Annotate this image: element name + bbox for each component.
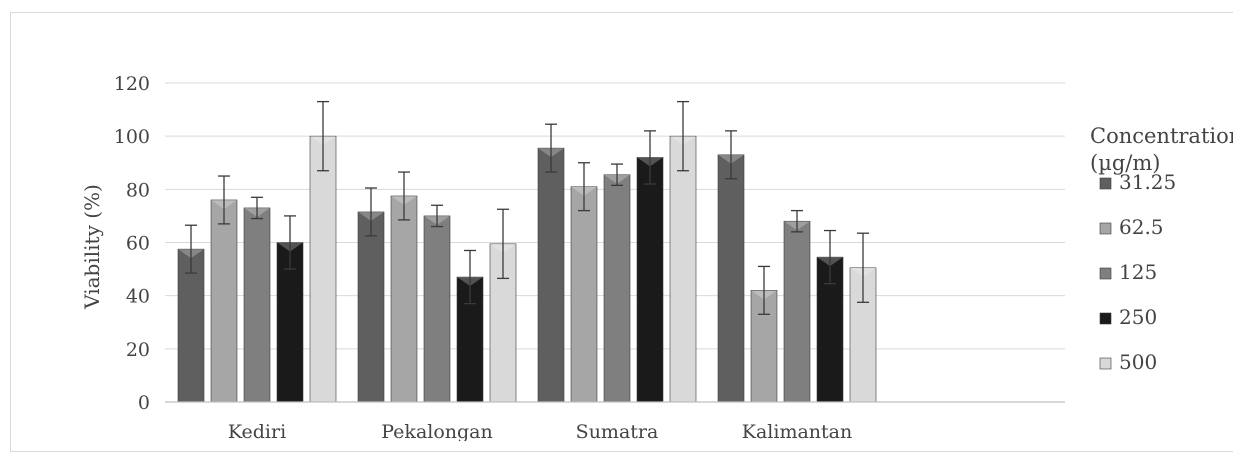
y-tick-label: 0 (138, 392, 150, 414)
bar (423, 215, 451, 403)
legend-swatch (1099, 222, 1112, 235)
legend-swatch (1099, 357, 1112, 370)
bar (537, 147, 565, 403)
bar (309, 135, 337, 403)
legend-swatch (1099, 177, 1112, 190)
y-tick-label: 80 (126, 179, 150, 201)
bar (603, 174, 631, 403)
legend-label: 62.5 (1119, 215, 1164, 239)
y-tick-label: 120 (114, 73, 150, 95)
bars (177, 135, 877, 403)
x-tick-label: Kediri (228, 421, 286, 441)
axes: 0 20 40 60 80 100 120 Viability (%) Kediri Pekalo… (80, 73, 1065, 441)
bar (636, 157, 664, 403)
bar-chart: 0 20 40 60 80 100 120 Viability (%) Kediri Pekalo… (80, 73, 1233, 441)
x-tick-label: Kalimantan (742, 421, 852, 441)
y-tick-label: 60 (126, 233, 150, 255)
x-tick-label: Sumatra (576, 421, 659, 441)
bar (390, 195, 418, 403)
legend-swatch (1099, 312, 1112, 325)
x-tick-label: Pekalongan (381, 421, 493, 441)
bar (783, 220, 811, 403)
y-tick-label: 20 (126, 339, 150, 361)
legend-label: 250 (1119, 305, 1157, 329)
bar (570, 186, 598, 403)
legend-title: (µg/m) (1090, 151, 1160, 175)
legend-label: 31.25 (1119, 170, 1176, 194)
bar (717, 154, 745, 403)
y-tick-label: 40 (126, 286, 150, 308)
legend-swatch (1099, 267, 1112, 280)
bar (210, 199, 238, 403)
y-axis-label: Viability (%) (80, 184, 104, 310)
y-tick-label: 100 (114, 126, 150, 148)
bar (357, 211, 385, 403)
error-bars (185, 100, 869, 315)
bar (669, 135, 697, 403)
legend-title: Concentration (1090, 124, 1233, 148)
legend-label: 125 (1119, 260, 1157, 284)
bar (243, 207, 271, 403)
legend: Concentration (µg/m)31.25 62.5 125 250 500 (1090, 124, 1233, 374)
legend-label: 500 (1119, 350, 1157, 374)
